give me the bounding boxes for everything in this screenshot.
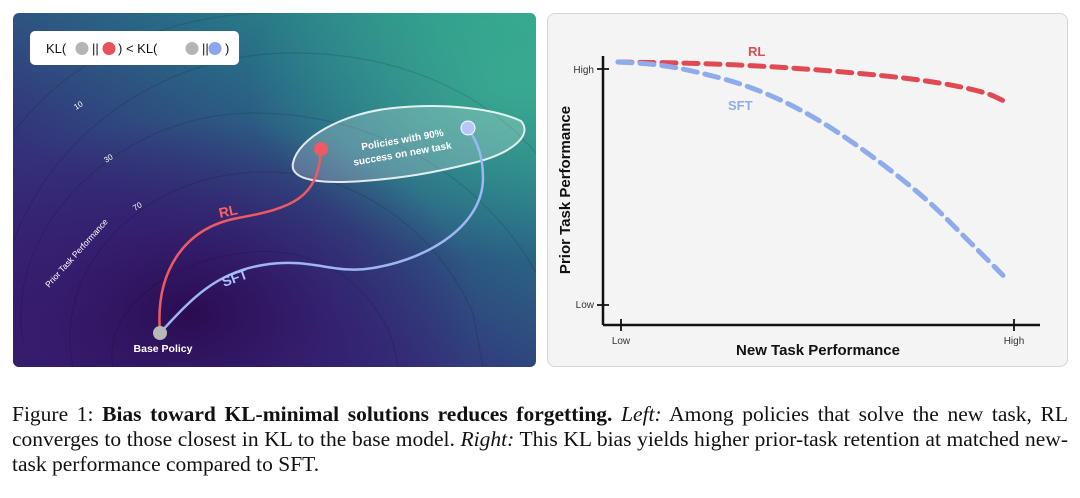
sft-path xyxy=(159,128,485,334)
legend-base-dot-2 xyxy=(185,42,199,55)
rl-endpoint-dot xyxy=(314,142,328,156)
right-panel-chart: High Low Low High New Task Performance P… xyxy=(547,13,1068,367)
y-axis-title: Prior Task Performance xyxy=(557,106,574,274)
legend-separator-1: || xyxy=(92,41,99,56)
caption-right-label: Right: xyxy=(460,427,515,451)
x-axis-title: New Task Performance xyxy=(736,342,900,359)
rl-path xyxy=(158,149,323,334)
caption-left-label: Left: xyxy=(621,402,662,426)
series-line-rl xyxy=(615,59,1006,104)
legend-separator-2: || xyxy=(202,41,209,56)
line-chart-svg: High Low Low High New Task Performance P… xyxy=(557,44,1040,359)
legend-prefix: KL( xyxy=(46,41,67,56)
left-panel-landscape: 10 30 70 Prior Task Performance Policies… xyxy=(13,13,536,367)
caption-bold-title: Bias toward KL-minimal solutions reduces… xyxy=(102,402,613,426)
x-tick-label-high: High xyxy=(1004,336,1025,347)
series-label-sft: SFT xyxy=(728,98,753,113)
rl-path-label: RL xyxy=(217,201,239,221)
base-policy-dot xyxy=(153,326,167,340)
chart-axes xyxy=(597,56,1040,331)
contour-lines xyxy=(13,13,536,367)
legend-base-dot-1 xyxy=(75,42,89,55)
x-tick-label-low: Low xyxy=(612,336,631,347)
svg-text:KL( || ) < KL(: KL( || ) < KL( || ) xyxy=(46,41,229,56)
kl-legend-box: KL( || ) < KL( || ) xyxy=(30,31,239,65)
caption-figure-label: Figure 1: xyxy=(12,402,94,426)
y-tick-label-high: High xyxy=(573,65,594,76)
landscape-svg: 10 30 70 Prior Task Performance Policies… xyxy=(13,13,536,367)
legend-suffix: ) xyxy=(225,41,229,56)
series-label-rl: RL xyxy=(748,44,765,59)
caption-right-text: This KL bias yields higher prior-task re… xyxy=(12,427,1068,476)
series-line-sft xyxy=(615,59,1006,278)
y-tick-label-low: Low xyxy=(576,300,595,311)
legend-middle: ) < KL( xyxy=(118,41,158,56)
legend-rl-dot xyxy=(102,42,116,55)
caption-left-text: Among policies that solve the new task, … xyxy=(12,402,1069,451)
sft-endpoint-dot xyxy=(460,120,476,136)
base-policy-label: Base Policy xyxy=(134,343,193,355)
figure-caption: Figure 1: Bias toward KL-minimal solutio… xyxy=(12,402,1068,477)
series-layer xyxy=(615,59,1006,278)
legend-sft-dot xyxy=(208,42,222,55)
